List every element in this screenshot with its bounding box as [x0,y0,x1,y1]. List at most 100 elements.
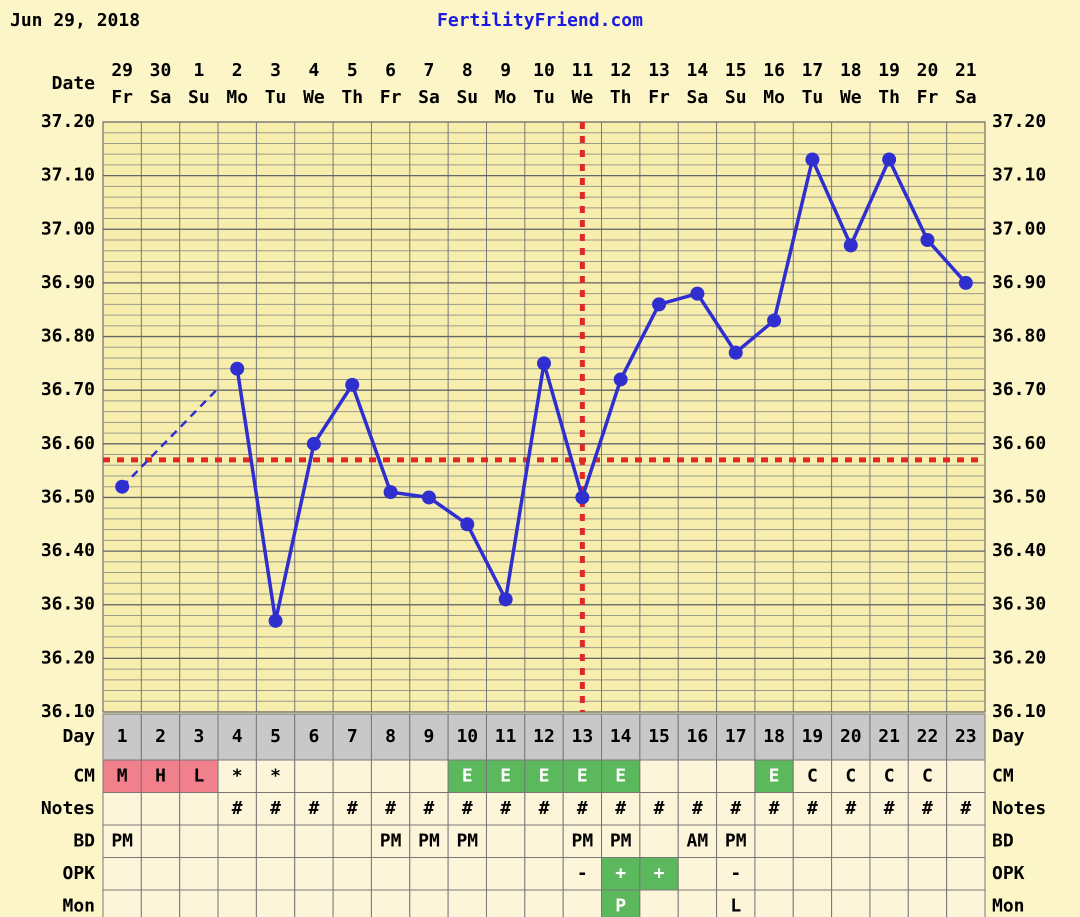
x-tick-label: 30 [150,60,172,81]
weekday-label: Fr [380,87,402,108]
temperature-point [613,372,628,387]
row-label-right: OPK [992,863,1025,884]
table-cell [179,792,219,826]
table-cell [179,889,219,917]
temperature-point [805,152,820,167]
table-cell [332,889,372,917]
row-label: BD [73,830,95,851]
x-tick-label: 20 [917,60,939,81]
table-cell [677,889,718,917]
row-label-right: CM [992,765,1014,786]
cell-text: C [807,765,818,786]
cell-text: C [884,765,895,786]
table-cell [447,857,487,891]
table-cell [601,759,641,793]
weekday-label: Tu [265,87,287,108]
cell-text: # [807,798,818,819]
cell-text: E [577,765,588,786]
cell-text: # [615,798,626,819]
weekday-label: Tu [802,87,824,108]
y-tick-label-right: 36.90 [992,272,1046,293]
cell-text: # [270,798,281,819]
table-cell [601,824,641,858]
cell-text: E [615,765,626,786]
cell-text: # [884,798,895,819]
cell-text: C [845,765,856,786]
x-tick-label: 13 [648,60,670,81]
cell-text: # [922,798,933,819]
cell-text: # [845,798,856,819]
site-title: FertilityFriend.com [437,10,643,31]
cell-text: PM [418,830,440,851]
temperature-point [345,377,360,392]
table-cell [716,857,756,891]
table-cell [255,889,296,917]
temperature-point [306,436,321,451]
row-label: Notes [41,798,95,819]
cell-text: P [615,895,626,916]
cell-text: 16 [687,726,709,747]
table-cell [946,824,986,858]
table-cell [370,889,411,917]
y-tick-label: 36.50 [41,486,95,507]
table-cell [485,824,526,858]
y-tick-label: 37.20 [41,111,95,132]
cell-text: L [730,895,741,916]
table-cell [409,713,449,761]
x-tick-label: 4 [308,60,319,81]
table-cell [140,759,181,793]
cell-text: + [615,863,626,884]
cell-text: 11 [495,726,517,747]
table-cell [831,889,871,917]
temperature-point [920,233,935,247]
table-cell [524,889,564,917]
row-label: CM [73,765,95,786]
cell-text: # [654,798,665,819]
y-tick-label: 37.10 [41,165,95,186]
table-cell [370,857,411,891]
cell-text: PM [456,830,478,851]
table-cell [754,713,794,761]
y-tick-label-right: 36.20 [992,647,1046,668]
row-label-right: Day [992,726,1025,747]
cell-text: 6 [308,726,319,747]
cell-text: # [500,798,511,819]
table-cell [294,824,334,858]
table-cell [370,713,411,761]
cell-text: 21 [878,726,900,747]
date-label: Date [52,73,96,94]
table-cell [716,759,756,793]
temperature-point [230,361,245,376]
table-cell [294,713,334,761]
weekday-label: Su [456,87,478,108]
temperature-point [421,490,436,505]
table-cell [601,792,641,826]
table-cell [946,759,986,793]
cell-text: + [654,863,665,884]
temperature-point [460,517,475,532]
x-tick-label: 12 [610,60,632,81]
table-cell [792,824,833,858]
table-cell [869,857,909,891]
table-cell [562,889,603,917]
table-cell [562,824,603,858]
table-cell [754,824,794,858]
table-cell [179,824,219,858]
x-tick-label: 16 [763,60,785,81]
table-cell [869,792,909,826]
table-cell [907,792,948,826]
cell-text: E [500,765,511,786]
y-tick-label: 36.30 [41,594,95,615]
table-cell [179,857,219,891]
cell-text: E [539,765,550,786]
y-tick-label: 37.00 [41,218,95,239]
row-label-right: Mon [992,895,1025,916]
table-cell [370,824,411,858]
cell-text: # [347,798,358,819]
cell-text: # [539,798,550,819]
table-cell [639,824,679,858]
temperature-point [115,479,130,494]
weekday-label: Mo [763,87,785,108]
table-cell [907,824,948,858]
table-cell [102,713,142,761]
